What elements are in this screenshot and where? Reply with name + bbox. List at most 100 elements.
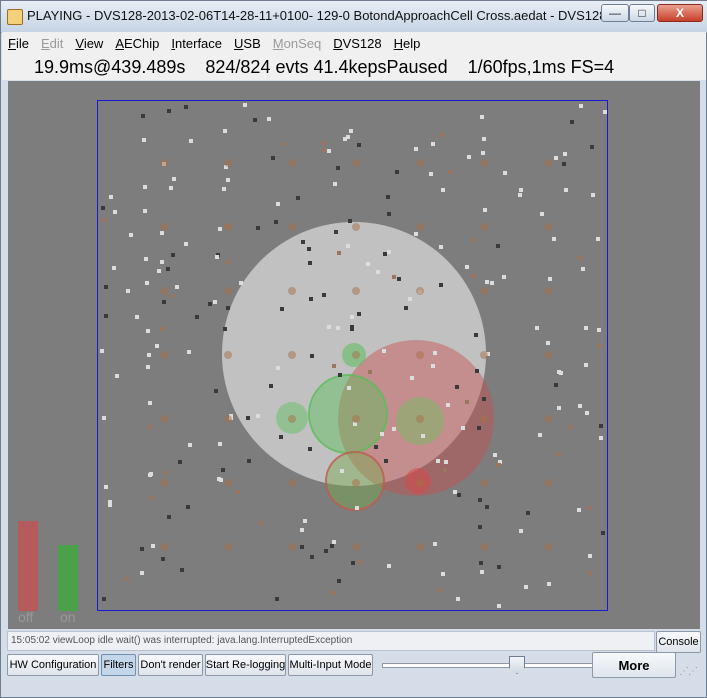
event-pixel: [578, 103, 583, 108]
event-pixel: [595, 236, 600, 241]
event-pixel: [269, 383, 274, 388]
event-pixel: [225, 178, 230, 183]
menu-mnemonic: F: [8, 35, 16, 51]
event-pixel: [461, 425, 466, 430]
event-pixel: [466, 155, 471, 160]
playback-slider-track[interactable]: [382, 663, 608, 668]
off-events-bar: [18, 521, 38, 611]
event-pixel: [546, 581, 551, 586]
resize-grip-icon[interactable]: ⋰⋰: [679, 666, 698, 677]
event-pixel: [498, 460, 503, 465]
event-pixel: [386, 211, 391, 216]
event-pixel: [435, 458, 440, 463]
event-pixel: [540, 212, 545, 217]
event-pixel: [303, 518, 308, 523]
grid-marker: [352, 415, 360, 423]
event-pixel: [525, 511, 530, 516]
event-pixel: [457, 492, 462, 497]
event-pixel: [556, 451, 561, 456]
event-pixel: [321, 293, 326, 298]
event-pixel: [144, 257, 149, 262]
event-pixel: [170, 252, 175, 257]
menu-label-rest: iew: [83, 35, 104, 51]
menu-label-rest: nterface: [175, 35, 223, 51]
menu-view[interactable]: View: [69, 36, 109, 51]
event-pixel: [336, 166, 341, 171]
event-pixel: [430, 364, 435, 369]
menu-help[interactable]: Help: [388, 36, 427, 51]
event-pixel: [569, 120, 574, 125]
menu-interface[interactable]: Interface: [165, 36, 228, 51]
menu-mnemonic: H: [393, 35, 404, 51]
timeslice-readout: 19.9ms@439.489s: [34, 57, 186, 77]
menu-label-rest: ile: [15, 35, 29, 51]
event-pixel: [347, 386, 352, 391]
menu-mnemonic: D: [333, 35, 343, 51]
more-button[interactable]: More: [592, 652, 676, 678]
grid-marker: [288, 543, 296, 551]
event-pixel: [409, 375, 414, 380]
event-pixel: [239, 281, 244, 286]
grid-marker: [416, 415, 424, 423]
menu-file[interactable]: File: [2, 36, 35, 51]
minimize-button[interactable]: —: [601, 4, 629, 22]
sensor-array-boundary: [97, 100, 608, 611]
event-pixel: [246, 415, 251, 420]
multi-input-mode-button[interactable]: Multi-Input Mode: [288, 654, 373, 676]
grid-marker: [544, 543, 552, 551]
menu-dvs128[interactable]: DVS128: [327, 36, 387, 51]
grid-marker: [352, 479, 360, 487]
event-pixel: [501, 275, 506, 280]
event-pixel: [164, 470, 169, 475]
event-pixel: [481, 151, 486, 156]
playback-slider-knob[interactable]: [509, 656, 525, 674]
event-pixel: [113, 210, 118, 215]
maximize-button[interactable]: □: [629, 4, 655, 22]
grid-marker: [480, 543, 488, 551]
event-viewer-canvas[interactable]: off on: [8, 81, 700, 629]
event-pixel: [591, 192, 596, 197]
event-pixel: [321, 141, 326, 146]
filters-button[interactable]: Filters: [101, 654, 136, 676]
event-pixel: [563, 151, 568, 156]
grid-marker: [160, 223, 168, 231]
event-pixel: [114, 374, 119, 379]
event-pixel: [101, 415, 106, 420]
grid-marker: [288, 415, 296, 423]
event-pixel: [214, 388, 219, 393]
event-pixel: [171, 293, 176, 298]
menu-monseq: MonSeq: [267, 36, 327, 51]
dont-render-button[interactable]: Don't render: [138, 654, 203, 676]
event-pixel: [558, 371, 563, 376]
grid-marker: [352, 223, 360, 231]
event-pixel: [588, 571, 593, 576]
event-pixel: [472, 273, 477, 278]
event-pixel: [384, 459, 389, 464]
event-pixel: [180, 567, 185, 572]
event-pixel: [453, 489, 458, 494]
event-pixel: [273, 220, 278, 225]
menu-usb[interactable]: USB: [228, 36, 267, 51]
event-pixel: [151, 544, 156, 549]
close-button[interactable]: X: [657, 4, 703, 22]
event-pixel: [146, 352, 151, 357]
menu-mnemonic: A: [115, 35, 124, 51]
console-button[interactable]: Console: [656, 631, 701, 653]
start-relogging-button[interactable]: Start Re-logging: [205, 654, 286, 676]
event-pixel: [551, 236, 556, 241]
grid-marker: [416, 351, 424, 359]
event-pixel: [103, 313, 108, 318]
event-pixel: [407, 297, 412, 302]
event-pixel: [414, 146, 419, 151]
event-pixel: [218, 227, 223, 232]
event-pixel: [578, 403, 583, 408]
event-pixel: [349, 324, 354, 329]
event-pixel: [598, 423, 603, 428]
event-pixel: [476, 426, 481, 431]
menu-aechip[interactable]: AEChip: [109, 36, 165, 51]
title-bar[interactable]: PLAYING - DVS128-2013-02-06T14-28-11+010…: [1, 1, 707, 33]
hw-configuration-button[interactable]: HW Configuration: [7, 654, 99, 676]
event-pixel: [465, 264, 470, 269]
grid-marker: [288, 223, 296, 231]
menu-mnemonic: M: [272, 35, 284, 51]
